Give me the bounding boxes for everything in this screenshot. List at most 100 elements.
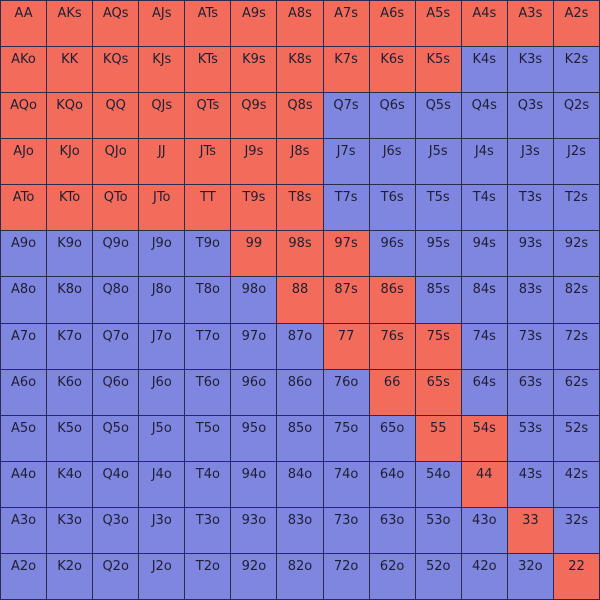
hand-cell: T7o [185, 323, 231, 369]
hand-cell: 65s [415, 369, 461, 415]
hand-cell: 32s [553, 507, 599, 553]
hand-cell: A6o [1, 369, 47, 415]
hand-cell: 84o [277, 461, 323, 507]
hand-cell: 96o [231, 369, 277, 415]
hand-cell: 86o [277, 369, 323, 415]
hand-cell: 97s [323, 231, 369, 277]
hand-cell: K2o [47, 553, 93, 599]
hand-cell: KQs [93, 47, 139, 93]
hand-cell: QJo [93, 139, 139, 185]
hand-cell: 66 [369, 369, 415, 415]
hand-cell: A3o [1, 507, 47, 553]
hand-cell: AKs [47, 1, 93, 47]
hand-cell: JTs [185, 139, 231, 185]
hand-cell: 94s [461, 231, 507, 277]
hand-cell: 83s [507, 277, 553, 323]
hand-cell: J8s [277, 139, 323, 185]
hand-cell: T5o [185, 415, 231, 461]
hand-cell: Q9o [93, 231, 139, 277]
hand-cell: Q8s [277, 93, 323, 139]
hand-cell: JTo [139, 185, 185, 231]
hand-cell: Q6s [369, 93, 415, 139]
hand-cell: 92o [231, 553, 277, 599]
hand-cell: 76s [369, 323, 415, 369]
hand-cell: 95o [231, 415, 277, 461]
hand-cell: T4s [461, 185, 507, 231]
hand-cell: 85o [277, 415, 323, 461]
hand-cell: A2s [553, 1, 599, 47]
hand-cell: KJs [139, 47, 185, 93]
hand-cell: 74s [461, 323, 507, 369]
hand-cell: J9s [231, 139, 277, 185]
hand-cell: K5s [415, 47, 461, 93]
hand-cell: 52s [553, 415, 599, 461]
hand-cell: Q4o [93, 461, 139, 507]
hand-cell: 85s [415, 277, 461, 323]
hand-cell: 88 [277, 277, 323, 323]
hand-cell: KJo [47, 139, 93, 185]
hand-cell: Q4s [461, 93, 507, 139]
hand-cell: 87o [277, 323, 323, 369]
hand-cell: Q8o [93, 277, 139, 323]
hand-cell: 32o [507, 553, 553, 599]
hand-cell: 64o [369, 461, 415, 507]
hand-cell: Q7s [323, 93, 369, 139]
hand-cell: 65o [369, 415, 415, 461]
hand-cell: K7s [323, 47, 369, 93]
hand-cell: KQo [47, 93, 93, 139]
hand-cell: T8s [277, 185, 323, 231]
hand-cell: 82s [553, 277, 599, 323]
hand-cell: 77 [323, 323, 369, 369]
hand-cell: 62s [553, 369, 599, 415]
hand-cell: 84s [461, 277, 507, 323]
hand-cell: ATo [1, 185, 47, 231]
hand-cell: Q6o [93, 369, 139, 415]
hand-cell: T8o [185, 277, 231, 323]
hand-cell: 52o [415, 553, 461, 599]
hand-cell: AKo [1, 47, 47, 93]
hand-cell: J6o [139, 369, 185, 415]
hand-cell: K4s [461, 47, 507, 93]
hand-cell: 74o [323, 461, 369, 507]
hand-cell: K9s [231, 47, 277, 93]
hand-cell: Q5o [93, 415, 139, 461]
hand-cell: 99 [231, 231, 277, 277]
hand-cell: QJs [139, 93, 185, 139]
hand-cell: A6s [369, 1, 415, 47]
hand-cell: 63o [369, 507, 415, 553]
hand-cell: A9o [1, 231, 47, 277]
hand-cell: J3o [139, 507, 185, 553]
hand-cell: T6s [369, 185, 415, 231]
hand-cell: 98s [277, 231, 323, 277]
hand-cell: J2o [139, 553, 185, 599]
hand-cell: J9o [139, 231, 185, 277]
hand-cell: 76o [323, 369, 369, 415]
hand-cell: 73s [507, 323, 553, 369]
hand-cell: K8o [47, 277, 93, 323]
hand-cell: J3s [507, 139, 553, 185]
hand-cell: 42o [461, 553, 507, 599]
hand-cell: JJ [139, 139, 185, 185]
hand-cell: A9s [231, 1, 277, 47]
hand-cell: T5s [415, 185, 461, 231]
hand-cell: A8s [277, 1, 323, 47]
hand-cell: Q5s [415, 93, 461, 139]
hand-cell: 93s [507, 231, 553, 277]
hand-cell: 73o [323, 507, 369, 553]
hand-cell: J7o [139, 323, 185, 369]
hand-cell: T3o [185, 507, 231, 553]
hand-cell: J5s [415, 139, 461, 185]
hand-cell: 64s [461, 369, 507, 415]
hand-cell: Q3o [93, 507, 139, 553]
hand-cell: A5o [1, 415, 47, 461]
hand-cell: 54s [461, 415, 507, 461]
hand-cell: K7o [47, 323, 93, 369]
hand-cell: AJo [1, 139, 47, 185]
hand-cell: A4o [1, 461, 47, 507]
hand-cell: J4o [139, 461, 185, 507]
hand-cell: K3s [507, 47, 553, 93]
hand-cell: A8o [1, 277, 47, 323]
hand-cell: 98o [231, 277, 277, 323]
hand-cell: Q7o [93, 323, 139, 369]
